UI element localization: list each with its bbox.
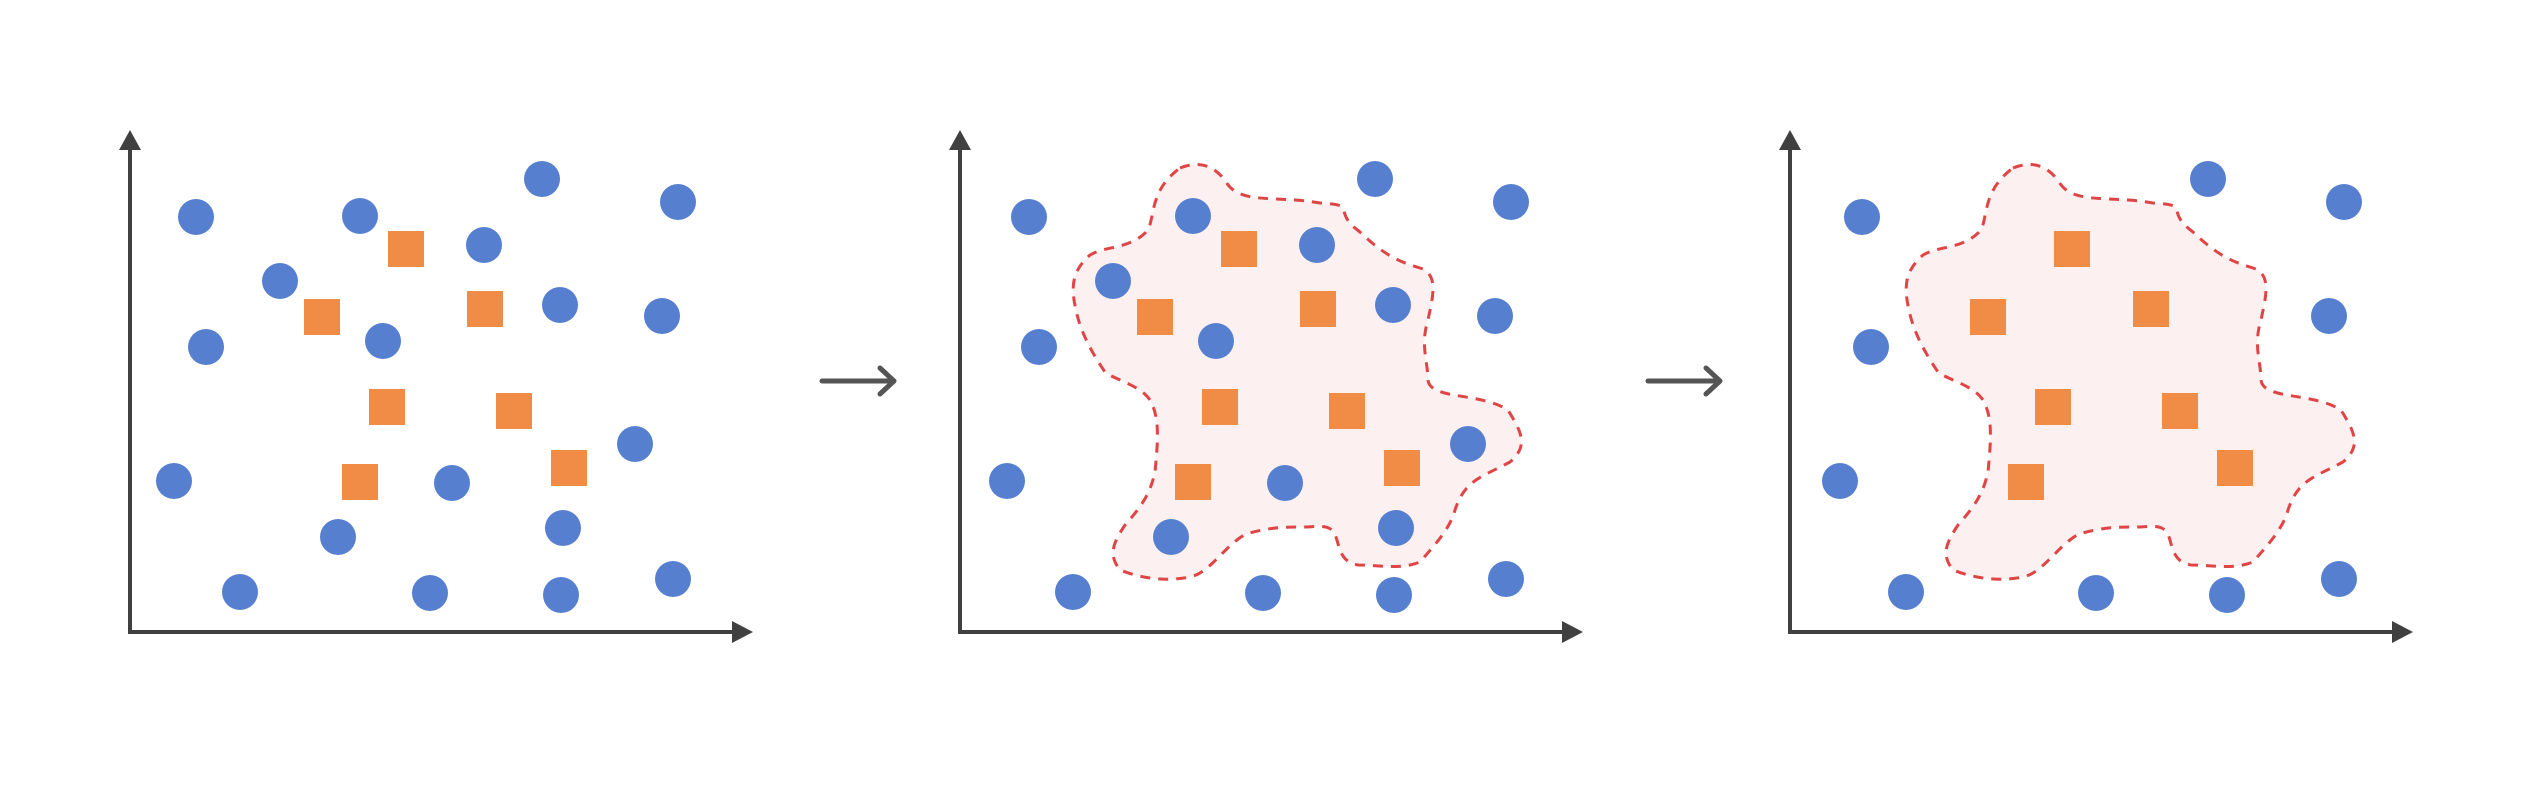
panel-1: [119, 130, 753, 643]
square-point: [1329, 393, 1365, 429]
panel-3-points: [1822, 161, 2362, 613]
transition-arrow: [819, 365, 897, 397]
circle-point: [1267, 465, 1303, 501]
circle-point: [989, 463, 1025, 499]
square-point: [304, 299, 340, 335]
circle-point: [1198, 323, 1234, 359]
circle-point: [1822, 463, 1858, 499]
circle-point: [2078, 575, 2114, 611]
square-point: [2035, 389, 2071, 425]
circle-point: [2209, 577, 2245, 613]
panel-3: [1779, 130, 2413, 643]
circle-point: [320, 519, 356, 555]
circle-point: [524, 161, 560, 197]
y-axis-arrowhead: [949, 130, 971, 150]
circle-point: [222, 574, 258, 610]
circle-point: [644, 298, 680, 334]
circle-point: [466, 227, 502, 263]
circle-point: [1095, 263, 1131, 299]
panel-2-axes: [949, 130, 1583, 643]
square-point: [1970, 299, 2006, 335]
circle-point: [1844, 199, 1880, 235]
square-point: [1300, 291, 1336, 327]
square-point: [1137, 299, 1173, 335]
square-point: [342, 464, 378, 500]
circle-point: [1853, 329, 1889, 365]
highlighted-region: [1904, 163, 2356, 581]
square-point: [369, 389, 405, 425]
square-point: [2162, 393, 2198, 429]
circle-point: [543, 577, 579, 613]
circle-point: [1450, 426, 1486, 462]
circle-point: [1493, 184, 1529, 220]
square-point: [2133, 291, 2169, 327]
square-point: [1202, 389, 1238, 425]
panel-2-points: [989, 161, 1529, 613]
panel-3-axes: [1779, 130, 2413, 643]
square-point: [467, 291, 503, 327]
circle-point: [617, 426, 653, 462]
square-point: [2008, 464, 2044, 500]
circle-point: [2311, 298, 2347, 334]
circle-point: [660, 184, 696, 220]
panel-1-axes: [119, 130, 753, 643]
square-point: [2217, 450, 2253, 486]
y-axis-arrowhead: [1779, 130, 1801, 150]
x-axis-arrowhead: [1562, 621, 1583, 643]
square-point: [551, 450, 587, 486]
circle-point: [1153, 519, 1189, 555]
circle-point: [1477, 298, 1513, 334]
circle-point: [1021, 329, 1057, 365]
transition-arrow: [1645, 365, 1723, 397]
square-point: [1384, 450, 1420, 486]
circle-point: [545, 510, 581, 546]
circle-point: [1245, 575, 1281, 611]
circle-point: [655, 561, 691, 597]
circle-point: [178, 199, 214, 235]
circle-point: [542, 287, 578, 323]
square-point: [1175, 464, 1211, 500]
circle-point: [2326, 184, 2362, 220]
square-point: [388, 231, 424, 267]
highlighted-region: [1071, 163, 1523, 581]
y-axis-arrowhead: [119, 130, 141, 150]
x-axis-arrowhead: [732, 621, 753, 643]
circle-point: [365, 323, 401, 359]
circle-point: [2190, 161, 2226, 197]
circle-point: [1011, 199, 1047, 235]
circle-point: [1357, 161, 1393, 197]
panel-2-region-layer: [1071, 163, 1523, 581]
circle-point: [1888, 574, 1924, 610]
circle-point: [2321, 561, 2357, 597]
panel-2: [949, 130, 1583, 643]
circle-point: [434, 465, 470, 501]
panel-3-region-layer: [1904, 163, 2356, 581]
panel-1-points: [156, 161, 696, 613]
circle-point: [1055, 574, 1091, 610]
circle-point: [188, 329, 224, 365]
circle-point: [1375, 287, 1411, 323]
circle-point: [262, 263, 298, 299]
circle-point: [1378, 510, 1414, 546]
circle-point: [1376, 577, 1412, 613]
circle-point: [1299, 227, 1335, 263]
x-axis-arrowhead: [2392, 621, 2413, 643]
circle-point: [342, 198, 378, 234]
circle-point: [412, 575, 448, 611]
circle-point: [1488, 561, 1524, 597]
square-point: [1221, 231, 1257, 267]
circle-point: [1175, 198, 1211, 234]
square-point: [496, 393, 532, 429]
circle-point: [156, 463, 192, 499]
square-point: [2054, 231, 2090, 267]
